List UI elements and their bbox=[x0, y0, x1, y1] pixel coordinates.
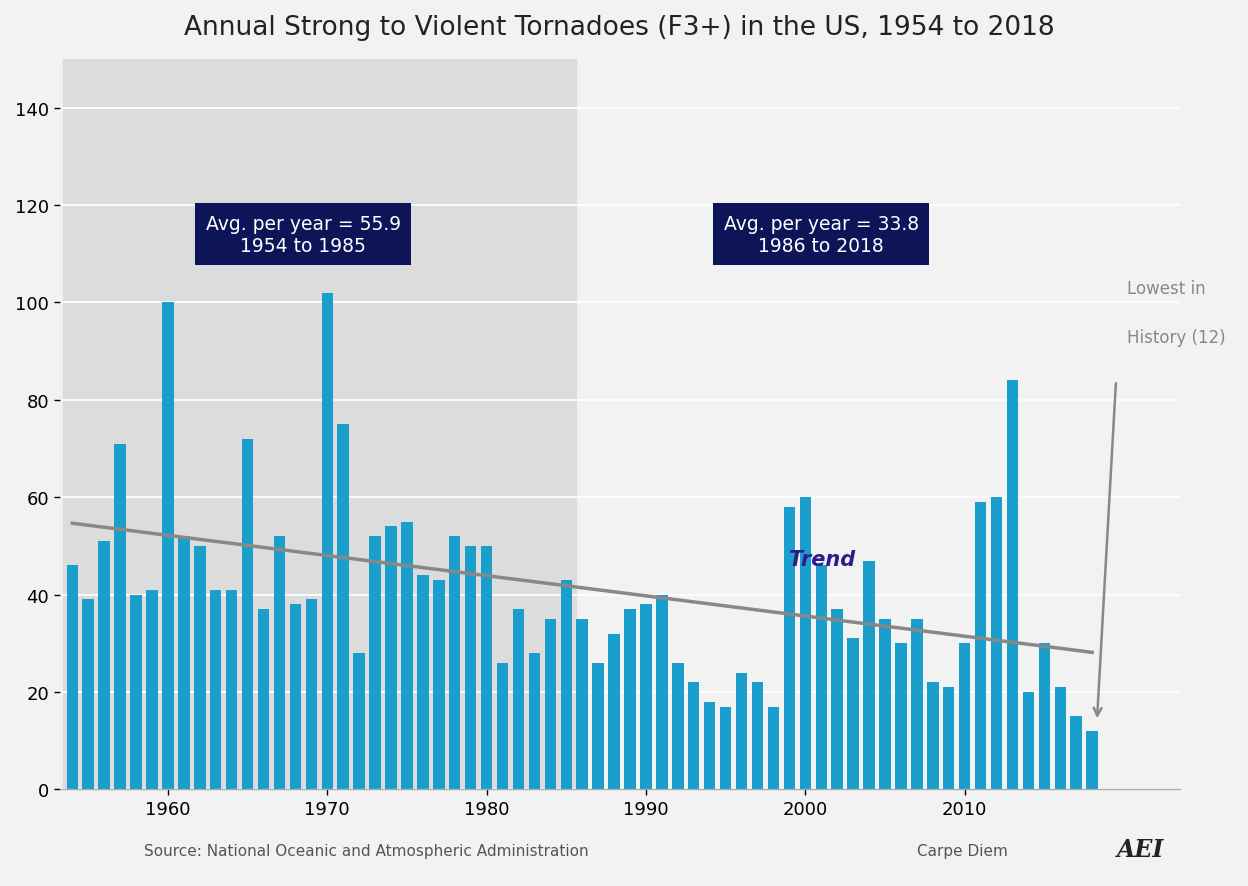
Bar bbox=[958, 643, 971, 789]
Bar bbox=[768, 707, 779, 789]
Bar bbox=[210, 590, 221, 789]
Bar bbox=[401, 522, 413, 789]
Bar bbox=[242, 439, 253, 789]
Bar bbox=[927, 682, 938, 789]
Bar bbox=[608, 633, 620, 789]
Bar bbox=[322, 293, 333, 789]
Text: History (12): History (12) bbox=[1127, 328, 1226, 346]
Bar bbox=[258, 610, 270, 789]
Bar bbox=[943, 688, 955, 789]
Bar bbox=[831, 610, 842, 789]
Bar bbox=[449, 537, 461, 789]
Bar bbox=[386, 527, 397, 789]
Title: Annual Strong to Violent Tornadoes (F3+) in the US, 1954 to 2018: Annual Strong to Violent Tornadoes (F3+)… bbox=[185, 15, 1055, 41]
Text: Lowest in: Lowest in bbox=[1127, 279, 1206, 298]
Bar bbox=[1022, 692, 1035, 789]
Bar bbox=[1038, 643, 1050, 789]
Bar bbox=[466, 547, 477, 789]
Bar bbox=[513, 610, 524, 789]
Bar bbox=[815, 566, 827, 789]
Bar bbox=[847, 639, 859, 789]
Bar bbox=[880, 619, 891, 789]
Bar bbox=[226, 590, 237, 789]
Bar bbox=[146, 590, 157, 789]
Bar bbox=[290, 604, 301, 789]
Bar bbox=[593, 663, 604, 789]
Bar bbox=[369, 537, 381, 789]
Bar bbox=[353, 653, 364, 789]
Bar bbox=[480, 547, 493, 789]
Text: Avg. per year = 55.9
1954 to 1985: Avg. per year = 55.9 1954 to 1985 bbox=[206, 214, 401, 255]
Bar bbox=[193, 547, 206, 789]
Bar bbox=[673, 663, 684, 789]
Text: Carpe Diem: Carpe Diem bbox=[917, 843, 1008, 858]
Bar bbox=[433, 580, 444, 789]
Bar bbox=[560, 580, 572, 789]
Bar bbox=[497, 663, 508, 789]
Bar bbox=[115, 444, 126, 789]
Bar bbox=[751, 682, 764, 789]
Bar bbox=[178, 537, 190, 789]
Bar bbox=[577, 619, 588, 789]
Bar bbox=[1087, 731, 1098, 789]
Bar bbox=[864, 561, 875, 789]
Bar bbox=[688, 682, 699, 789]
Bar bbox=[1055, 688, 1066, 789]
Bar bbox=[337, 424, 349, 789]
Bar bbox=[784, 508, 795, 789]
Text: AEI: AEI bbox=[1117, 837, 1164, 861]
Bar bbox=[1071, 717, 1082, 789]
Bar bbox=[62, 60, 575, 789]
Text: Source: National Oceanic and Atmospheric Administration: Source: National Oceanic and Atmospheric… bbox=[144, 843, 588, 858]
Bar bbox=[975, 502, 986, 789]
Bar bbox=[162, 303, 173, 789]
Bar bbox=[704, 702, 715, 789]
Bar bbox=[130, 595, 142, 789]
Bar bbox=[800, 498, 811, 789]
Bar bbox=[306, 600, 317, 789]
Text: Avg. per year = 33.8
1986 to 2018: Avg. per year = 33.8 1986 to 2018 bbox=[724, 214, 919, 255]
Bar bbox=[417, 576, 428, 789]
Bar bbox=[640, 604, 651, 789]
Bar bbox=[82, 600, 94, 789]
Bar bbox=[736, 672, 748, 789]
Bar bbox=[991, 498, 1002, 789]
Bar bbox=[720, 707, 731, 789]
Bar bbox=[273, 537, 286, 789]
Bar bbox=[66, 566, 79, 789]
Bar bbox=[911, 619, 922, 789]
Bar bbox=[895, 643, 906, 789]
Bar bbox=[656, 595, 668, 789]
Text: Trend: Trend bbox=[790, 550, 856, 570]
Bar bbox=[99, 541, 110, 789]
Bar bbox=[529, 653, 540, 789]
Bar bbox=[1007, 381, 1018, 789]
Bar bbox=[624, 610, 635, 789]
Bar bbox=[544, 619, 557, 789]
